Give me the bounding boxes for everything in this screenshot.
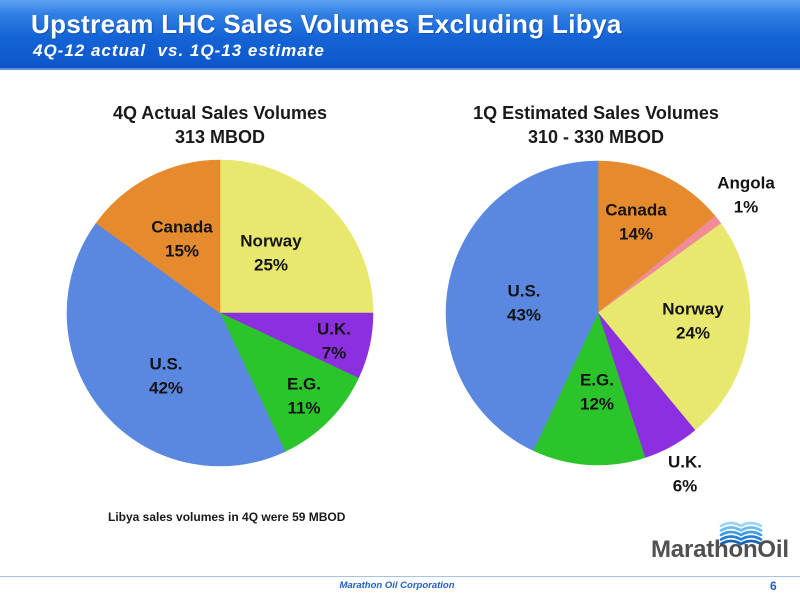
slice-value-canada: 14% <box>619 225 653 244</box>
slice-value-eg: 12% <box>580 395 614 414</box>
slice-value-uk: 7% <box>322 344 347 363</box>
slice-label-norway: Norway <box>240 232 302 251</box>
slice-label-canada: Canada <box>151 218 213 237</box>
pie-slice-us <box>66 222 286 467</box>
slice-label-us: U.S. <box>149 355 182 374</box>
pie-slice-norway <box>597 223 751 431</box>
logo-stripe <box>719 539 763 546</box>
slice-value-norway: 25% <box>254 256 288 275</box>
pie-chart-4q-actual: Norway 25% U.K. 7%E.G. 11% U.S. 42% Canada 15% <box>66 159 374 467</box>
pie-slices <box>66 159 374 467</box>
pie-slices <box>445 160 751 466</box>
chart-subtitle: 310 - 330 MBOD <box>527 127 665 147</box>
slide-subtitle: 4Q-12 actual vs. 1Q-13 estimate <box>33 41 325 60</box>
pie-slice-eg <box>219 312 359 452</box>
chart-subtitle: 313 MBOD <box>174 127 266 147</box>
slice-value-us: 42% <box>149 379 183 398</box>
slide-header: Upstream LHC Sales Volumes Excluding Lib… <box>0 0 800 70</box>
slice-value-eg: 11% <box>287 399 320 418</box>
chart-title: 4Q Actual Sales Volumes <box>112 103 328 123</box>
logo-stripe <box>719 535 763 542</box>
slice-label-norway: Norway <box>662 300 724 319</box>
slice-value-canada: 15% <box>165 242 199 261</box>
marathon-oil-swoosh-icon <box>719 521 763 546</box>
logo-stripe <box>719 521 763 528</box>
pie-chart-1q-estimated: Canada 14% Angola 1% Norway 24% U.K. 6% E.G. 12% U… <box>445 160 775 496</box>
slice-label-uk: U.K. <box>317 320 351 339</box>
pie-slice-us <box>445 160 599 451</box>
chart-title: 1Q Estimated Sales Volumes <box>473 103 719 123</box>
pie-slice-norway <box>219 159 374 314</box>
logo-wordmark: MarathonOil <box>651 536 789 563</box>
slice-value-norway: 24% <box>676 324 710 343</box>
slice-label-angola: Angola <box>717 174 775 193</box>
slice-value-uk: 6% <box>673 477 698 496</box>
pie-slice-canada <box>95 159 221 314</box>
logo-stripe <box>719 530 763 537</box>
footer-company: Marathon Oil Corporation <box>339 580 455 591</box>
footer-divider <box>0 576 800 577</box>
slice-label-canada: Canada <box>605 201 667 220</box>
slice-value-angola: 1% <box>734 198 759 217</box>
logo-stripe <box>719 526 763 533</box>
footnote: Libya sales volumes in 4Q were 59 MBOD <box>108 510 346 524</box>
slide-title: Upstream LHC Sales Volumes Excluding Lib… <box>31 9 622 39</box>
slice-label-eg: E.G. <box>580 371 614 390</box>
pie-heading-1q-estimated: 1Q Estimated Sales Volumes 310 - 330 MBO… <box>446 101 746 149</box>
slice-label-eg: E.G. <box>287 375 321 394</box>
page-number: 6 <box>770 579 777 593</box>
pie-heading-4q-actual: 4Q Actual Sales Volumes 313 MBOD <box>70 101 370 149</box>
pie-labels: Norway 25% U.K. 7%E.G. 11% U.S. 42% Canada 15% <box>149 218 351 418</box>
pie-labels: Canada 14% Angola 1% Norway 24% U.K. 6% E.G. 12% U… <box>507 174 775 496</box>
pie-slice-canada <box>597 160 716 314</box>
pie-slice-eg <box>532 312 646 466</box>
slice-label-uk: U.K. <box>668 453 702 472</box>
slice-value-us: 43% <box>507 306 541 325</box>
slice-label-us: U.S. <box>507 282 540 301</box>
